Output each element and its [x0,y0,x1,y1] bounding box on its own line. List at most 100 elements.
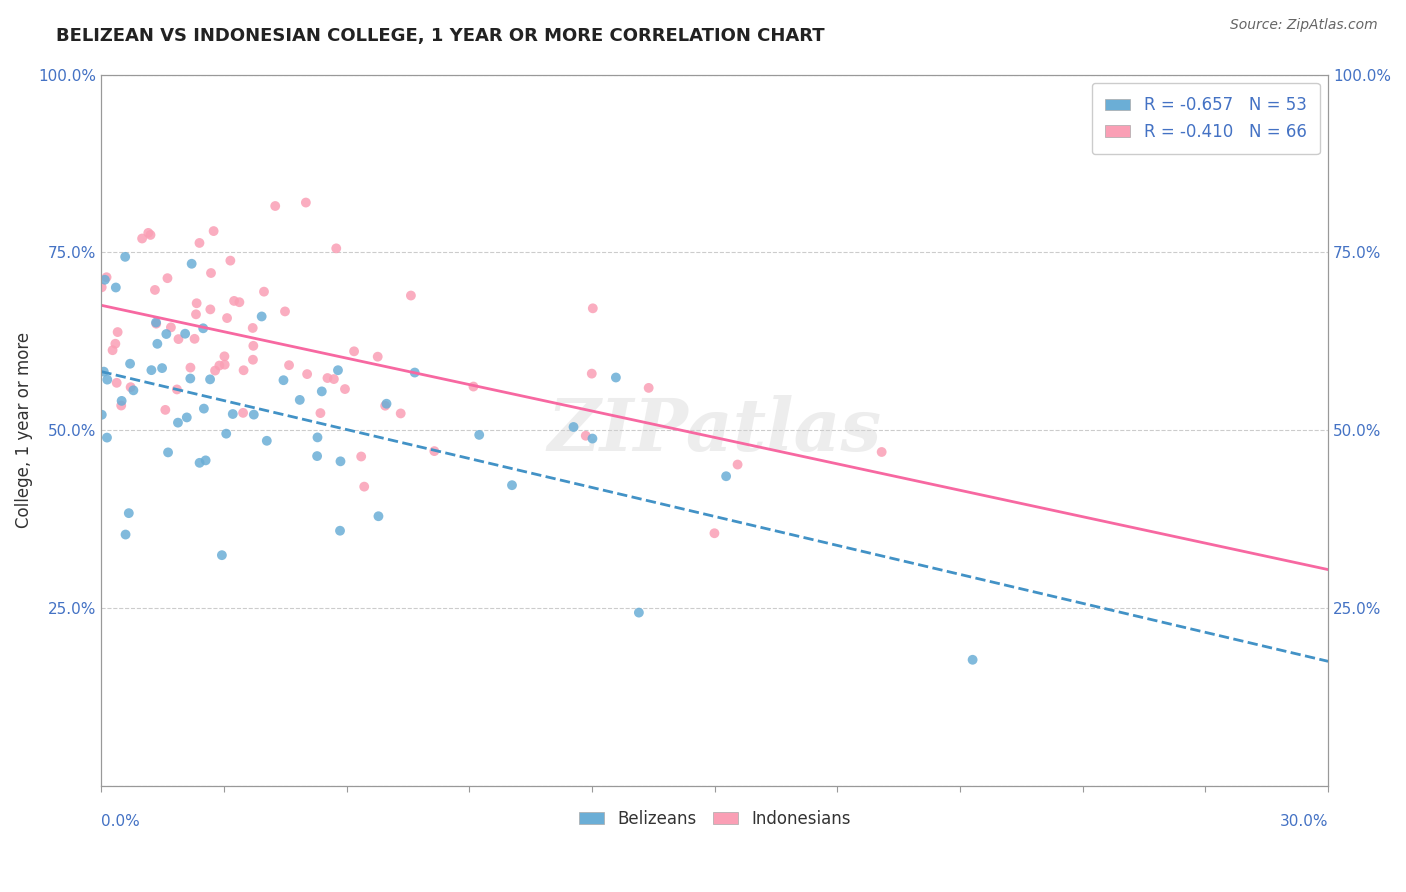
Point [150,361,173,376]
Point [309,406,332,420]
Point [193,401,215,416]
Point [374,399,396,413]
Point [278,358,301,372]
Point [198,372,221,386]
Point [146,336,169,351]
Point [582,301,605,316]
Point [139,227,162,242]
Point [219,253,242,268]
Text: Source: ZipAtlas.com: Source: ZipAtlas.com [1230,18,1378,32]
Point [343,344,366,359]
Point [242,321,264,335]
Point [96,431,118,445]
Point [215,426,238,441]
Point [179,360,201,375]
Point [703,526,725,541]
Point [253,285,276,299]
Point [214,358,236,372]
Text: 0.0%: 0.0% [101,814,141,830]
Text: BELIZEAN VS INDONESIAN COLLEGE, 1 YEAR OR MORE CORRELATION CHART: BELIZEAN VS INDONESIAN COLLEGE, 1 YEAR O… [56,27,825,45]
Point [228,295,250,310]
Point [136,226,159,240]
Point [581,367,603,381]
Point [174,326,197,341]
Point [184,307,207,321]
Point [242,339,264,353]
Point [329,524,352,538]
Point [180,257,202,271]
Point [120,380,142,394]
Point [870,445,893,459]
Point [329,454,352,468]
Point [204,363,226,377]
Point [191,321,214,335]
Point [727,458,749,472]
Point [107,325,129,339]
Point [114,527,136,541]
Point [156,271,179,285]
Point [501,478,523,492]
Point [145,316,167,330]
Text: ZIPatlas: ZIPatlas [548,394,882,466]
Point [242,352,264,367]
Point [333,382,356,396]
Point [145,317,167,331]
Point [637,381,659,395]
Point [111,393,134,408]
Point [110,399,132,413]
Text: 30.0%: 30.0% [1279,814,1329,830]
Point [322,372,344,386]
Point [288,392,311,407]
Point [96,270,118,285]
Point [581,432,603,446]
Legend: Belizeans, Indonesians: Belizeans, Indonesians [572,803,858,834]
Point [307,449,329,463]
Point [208,359,231,373]
Point [307,430,329,444]
Point [350,450,373,464]
Point [179,371,201,385]
Point [176,410,198,425]
Point [273,373,295,387]
Point [118,506,141,520]
Point [256,434,278,448]
Point [311,384,333,399]
Point [215,311,238,326]
Point [114,250,136,264]
Point [232,406,254,420]
Point [627,606,650,620]
Point [962,653,984,667]
Point [375,397,398,411]
Point [188,235,211,250]
Point [186,296,208,310]
Point [367,350,389,364]
Point [143,283,166,297]
Point [316,371,339,385]
Point [167,416,190,430]
Point [463,379,485,393]
Point [90,408,112,422]
Point [232,363,254,377]
Point [274,304,297,318]
Point [160,320,183,334]
Point [183,332,205,346]
Point [295,195,318,210]
Point [353,480,375,494]
Point [157,445,180,459]
Point [399,288,422,302]
Point [141,363,163,377]
Point [105,376,128,390]
Point [194,453,217,467]
Point [326,363,349,377]
Point [122,384,145,398]
Point [222,293,245,308]
Point [200,302,222,317]
Point [575,428,598,442]
Point [222,407,245,421]
Point [211,548,233,562]
Point [96,373,118,387]
Point [389,406,412,420]
Point [90,280,112,294]
Point [155,326,177,341]
Point [101,343,124,358]
